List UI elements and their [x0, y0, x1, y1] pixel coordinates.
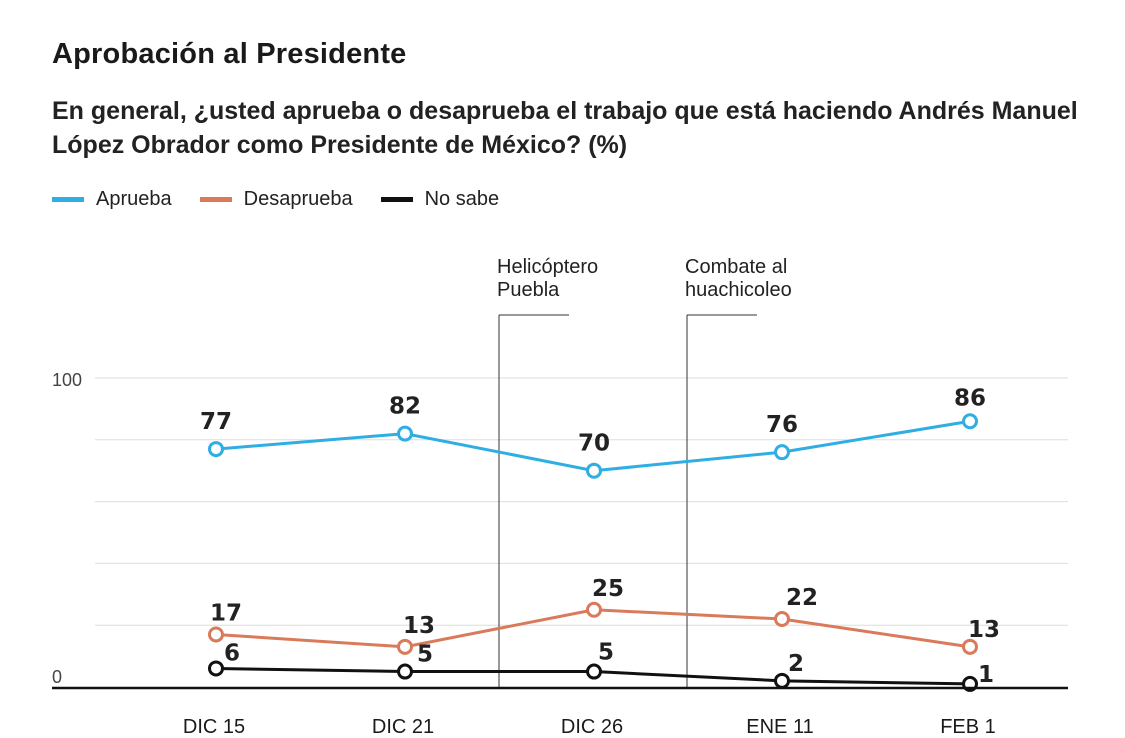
y-tick-label: 0 — [52, 667, 62, 687]
data-label-desaprueba: 22 — [786, 585, 818, 611]
y-tick-label: 100 — [52, 370, 82, 390]
legend-label-no-sabe: No sabe — [424, 188, 500, 210]
data-point-desaprueba — [397, 638, 413, 655]
x-tick-label: DIC 15 — [183, 716, 245, 738]
legend-swatch-desaprueba — [199, 197, 232, 202]
annotation-helicoptero-text: Helicóptero — [497, 256, 598, 278]
data-label-no-sabe: 5 — [417, 642, 433, 668]
legend: Aprueba Desaprueba No sabe — [52, 188, 527, 211]
data-label-desaprueba: 13 — [403, 613, 435, 639]
data-point-desaprueba — [962, 638, 978, 655]
data-point-aprueba — [774, 444, 790, 461]
data-point-aprueba — [962, 413, 978, 430]
data-label-no-sabe: 2 — [788, 651, 804, 677]
legend-label-desaprueba: Desaprueba — [243, 188, 353, 210]
legend-label-aprueba: Aprueba — [96, 188, 172, 210]
legend-swatch-aprueba — [52, 197, 84, 202]
data-point-desaprueba — [208, 626, 224, 643]
x-tick-label: ENE 11 — [746, 716, 813, 738]
data-point-desaprueba — [774, 611, 790, 628]
data-label-aprueba: 86 — [954, 385, 986, 411]
chart-title: Aprobación al Presidente — [52, 38, 407, 70]
data-point-no-sabe — [208, 660, 224, 677]
legend-item-desaprueba: Desaprueba — [199, 188, 353, 211]
data-label-no-sabe: 1 — [978, 662, 994, 688]
chart-subtitle: En general, ¿usted aprueba o desaprueba … — [52, 97, 1078, 159]
data-label-aprueba: 77 — [200, 409, 232, 435]
data-point-aprueba — [397, 425, 413, 442]
data-label-no-sabe: 6 — [224, 640, 240, 666]
legend-item-aprueba: Aprueba — [52, 188, 172, 211]
data-point-aprueba — [586, 462, 602, 479]
annotation-huachicoleo-text: Combate al — [685, 256, 787, 278]
data-label-desaprueba: 25 — [592, 576, 624, 602]
annotation-huachicoleo-text: huachicoleo — [685, 279, 792, 301]
data-label-desaprueba: 13 — [968, 617, 1000, 643]
annotation-helicoptero-text: Puebla — [497, 279, 560, 301]
x-tick-label: FEB 1 — [940, 716, 996, 738]
x-tick-label: DIC 26 — [561, 716, 623, 738]
data-point-aprueba — [208, 441, 224, 458]
data-label-no-sabe: 5 — [598, 640, 614, 666]
data-label-aprueba: 76 — [766, 412, 798, 438]
legend-swatch-no-sabe — [380, 197, 413, 202]
legend-item-no-sabe: No sabe — [380, 188, 500, 211]
data-point-desaprueba — [586, 601, 602, 618]
data-point-no-sabe — [586, 663, 602, 680]
x-tick-label: DIC 21 — [372, 716, 434, 738]
data-label-aprueba: 82 — [389, 394, 421, 420]
data-point-no-sabe — [397, 663, 413, 680]
data-label-aprueba: 70 — [578, 431, 610, 457]
data-point-no-sabe — [774, 672, 790, 689]
data-label-desaprueba: 17 — [210, 600, 242, 626]
